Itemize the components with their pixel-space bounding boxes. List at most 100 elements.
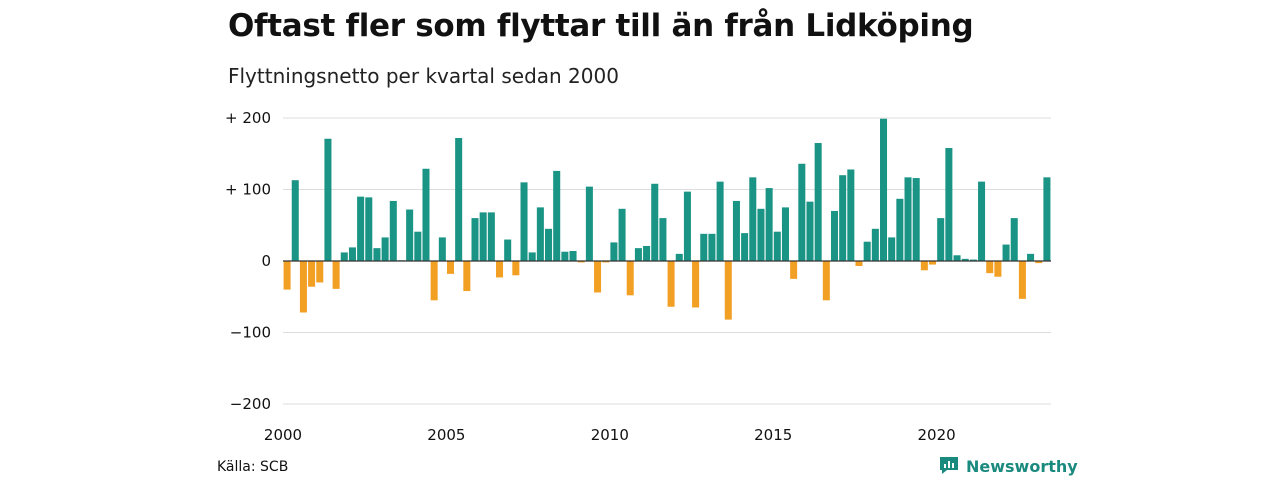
x-axis-ticks: 2000 2005 2010 2015 2020 [264,426,956,444]
bar [871,228,879,261]
bar [659,218,667,261]
y-tick-label: −100 [230,324,271,342]
y-tick-label: −200 [230,395,271,413]
bar [708,233,716,261]
newsworthy-icon [940,457,958,474]
bar [888,237,896,261]
bar [504,239,512,261]
bar [773,231,781,261]
bar [986,261,994,274]
x-tick-label: 2005 [427,426,465,444]
x-tick-label: 2020 [918,426,956,444]
bar [880,118,888,261]
source-label: Källa: SCB [217,459,289,475]
grid-lines [283,117,1051,405]
bar [577,261,585,263]
bar [716,181,724,261]
y-tick-label: + 200 [225,109,271,127]
bar [1018,261,1026,299]
bar [675,253,683,261]
bar [700,233,708,261]
bar [545,228,553,261]
bar [994,261,1002,277]
bar [1035,261,1043,264]
bar [781,207,789,262]
bar [912,178,920,261]
bar [283,261,291,290]
bar [365,197,373,261]
bar [324,138,332,261]
bar [937,218,945,261]
bar [839,175,847,261]
bar [643,245,651,261]
bar [316,261,324,283]
bar [814,143,822,261]
bar [790,261,798,279]
bar [978,181,986,261]
bar [896,198,904,261]
bar [765,188,773,261]
bar [471,218,479,261]
bar [430,261,438,301]
bar [602,261,610,263]
bar [634,248,642,261]
bar [830,210,839,261]
bar [667,261,675,307]
bar [651,183,659,261]
bar [626,261,634,296]
bar [357,196,365,261]
bar [536,207,544,262]
x-tick-label: 2015 [754,426,792,444]
bar [953,255,961,261]
chart-subtitle: Flyttningsnetto per kvartal sedan 2000 [228,64,619,88]
bar [692,261,700,308]
x-tick-label: 2000 [264,426,302,444]
bar [741,233,749,261]
bar [308,261,316,287]
bar [373,248,381,261]
brand-name: Newsworthy [966,456,1078,476]
y-axis-ticks: + 200 + 100 0 −100 −200 [225,109,271,413]
bar [438,237,446,261]
bar [332,261,340,289]
brand-logo: Newsworthy [938,456,1078,476]
bar [561,251,569,261]
bar [749,177,757,261]
bar [299,261,307,313]
bar [585,186,593,261]
bars [283,118,1051,320]
bar [618,208,626,261]
bar [969,259,977,261]
bar [724,261,732,320]
bar [806,201,814,261]
y-tick-label: 0 [261,252,271,270]
bar [569,250,577,261]
bar [610,242,618,261]
bar [863,241,871,261]
bar [961,258,969,261]
bar [1002,244,1010,261]
bar [945,148,953,261]
bar [594,261,602,293]
bar [553,170,561,261]
bar [496,261,504,278]
bar [479,212,487,261]
bar [822,261,830,301]
bar [487,212,495,261]
bar [406,209,414,261]
bar [528,252,536,261]
bar [683,191,691,261]
bar [414,231,422,261]
x-tick-label: 2010 [591,426,629,444]
bar [463,261,471,292]
bar [455,138,463,261]
bar [732,200,740,261]
bar [929,261,937,265]
chart-title: Oftast fler som flyttar till än från Lid… [228,8,974,44]
bar [340,252,348,261]
bar [798,163,806,261]
bar [847,169,855,261]
bar [904,177,912,261]
bar [446,261,455,274]
bar [1043,177,1051,261]
